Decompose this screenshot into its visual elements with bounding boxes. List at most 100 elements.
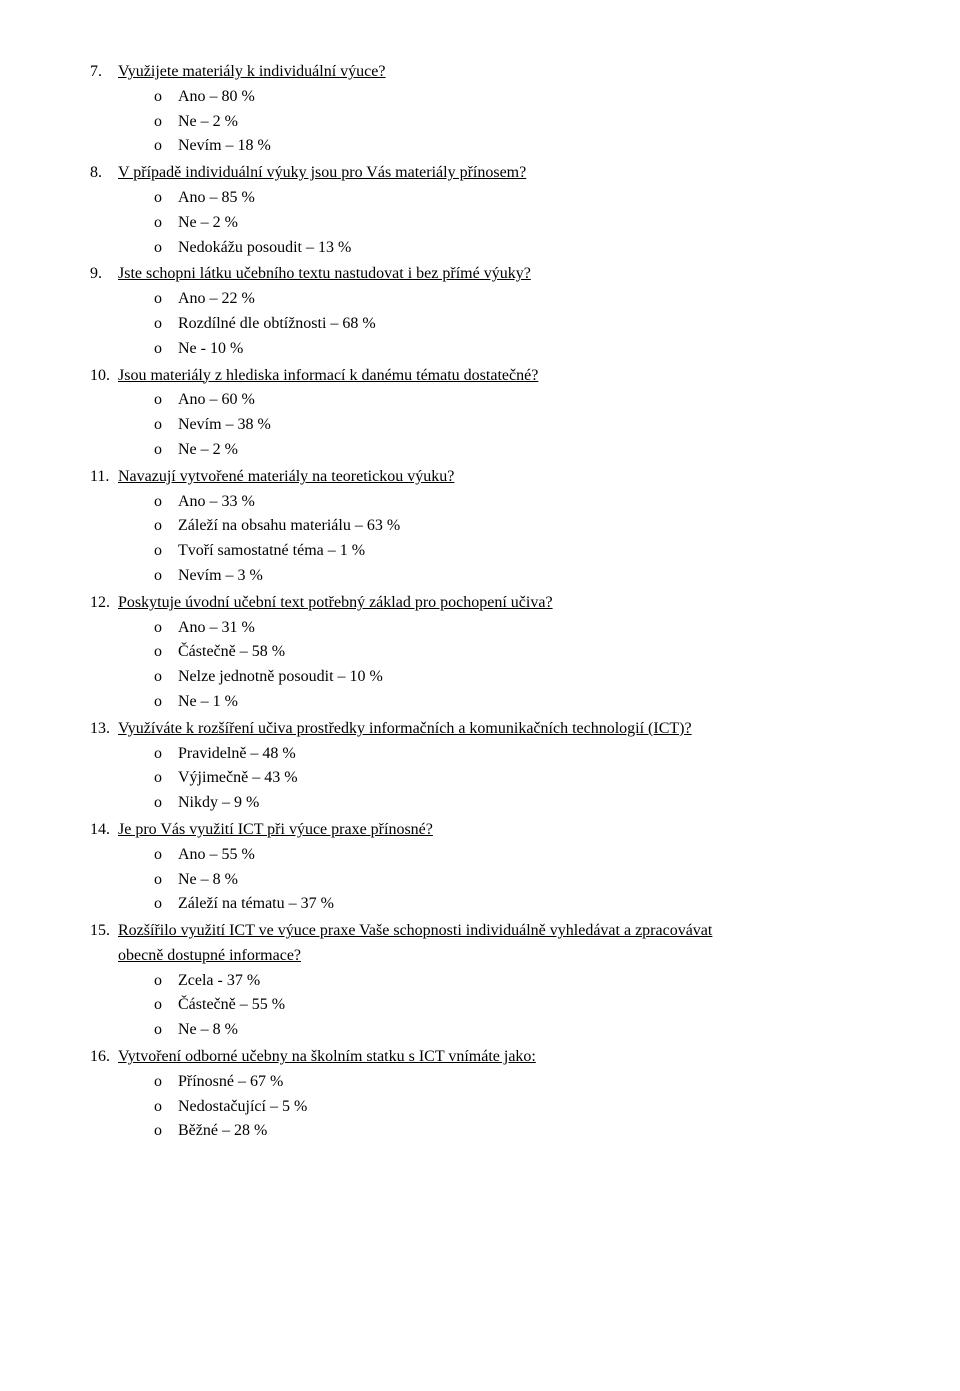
bullet-icon: o: [154, 993, 178, 1018]
option: oVýjimečně – 43 %: [154, 766, 870, 791]
bullet-icon: o: [154, 388, 178, 413]
question-number: 12.: [90, 591, 118, 616]
question: 16.Vytvoření odborné učebny na školním s…: [90, 1045, 870, 1144]
option-text: Rozdílné dle obtížnosti – 68 %: [178, 312, 376, 337]
question-line: 13.Využíváte k rozšíření učiva prostředk…: [90, 717, 870, 742]
option: oNevím – 18 %: [154, 134, 870, 159]
question: 9.Jste schopni látku učebního textu nast…: [90, 262, 870, 361]
option-text: Ne – 1 %: [178, 690, 238, 715]
question-number: 7.: [90, 60, 118, 85]
option-text: Ano – 80 %: [178, 85, 255, 110]
question: 11.Navazují vytvořené materiály na teore…: [90, 465, 870, 589]
option: oZáleží na obsahu materiálu – 63 %: [154, 514, 870, 539]
option-text: Ne – 8 %: [178, 1018, 238, 1043]
option: oNedostačující – 5 %: [154, 1095, 870, 1120]
question-number: 14.: [90, 818, 118, 843]
question-line: 7.Využijete materiály k individuální výu…: [90, 60, 870, 85]
bullet-icon: o: [154, 236, 178, 261]
option-text: Ne – 2 %: [178, 211, 238, 236]
option: oRozdílné dle obtížnosti – 68 %: [154, 312, 870, 337]
question-line: 16.Vytvoření odborné učebny na školním s…: [90, 1045, 870, 1070]
bullet-icon: o: [154, 211, 178, 236]
bullet-icon: o: [154, 85, 178, 110]
question-number: 9.: [90, 262, 118, 287]
question-number: 11.: [90, 465, 118, 490]
question-line: 8.V případě individuální výuky jsou pro …: [90, 161, 870, 186]
option: oNevím – 3 %: [154, 564, 870, 589]
bullet-icon: o: [154, 514, 178, 539]
question-line: 14.Je pro Vás využití ICT při výuce prax…: [90, 818, 870, 843]
option-text: Nedostačující – 5 %: [178, 1095, 307, 1120]
option-text: Ne – 8 %: [178, 868, 238, 893]
option: oNikdy – 9 %: [154, 791, 870, 816]
question-number: 10.: [90, 364, 118, 389]
question-line: 15.Rozšířilo využití ICT ve výuce praxe …: [90, 919, 870, 944]
question: 14.Je pro Vás využití ICT při výuce prax…: [90, 818, 870, 917]
option: oNe – 1 %: [154, 690, 870, 715]
bullet-icon: o: [154, 742, 178, 767]
question: 8.V případě individuální výuky jsou pro …: [90, 161, 870, 260]
option-text: Částečně – 55 %: [178, 993, 285, 1018]
option: oNe – 2 %: [154, 438, 870, 463]
bullet-icon: o: [154, 665, 178, 690]
option-text: Nevím – 3 %: [178, 564, 263, 589]
option: oPravidelně – 48 %: [154, 742, 870, 767]
option-text: Záleží na obsahu materiálu – 63 %: [178, 514, 400, 539]
option: oTvoří samostatné téma – 1 %: [154, 539, 870, 564]
question-line: 12.Poskytuje úvodní učební text potřebný…: [90, 591, 870, 616]
option: oNe – 8 %: [154, 868, 870, 893]
option: oČástečně – 58 %: [154, 640, 870, 665]
question: 13.Využíváte k rozšíření učiva prostředk…: [90, 717, 870, 816]
bullet-icon: o: [154, 969, 178, 994]
option: oNevím – 38 %: [154, 413, 870, 438]
bullet-icon: o: [154, 1119, 178, 1144]
option: oČástečně – 55 %: [154, 993, 870, 1018]
bullet-icon: o: [154, 766, 178, 791]
bullet-icon: o: [154, 413, 178, 438]
question-line: 9.Jste schopni látku učebního textu nast…: [90, 262, 870, 287]
question-text: Jste schopni látku učebního textu nastud…: [118, 262, 531, 287]
option: oAno – 80 %: [154, 85, 870, 110]
bullet-icon: o: [154, 564, 178, 589]
bullet-icon: o: [154, 438, 178, 463]
option-text: Nikdy – 9 %: [178, 791, 259, 816]
question-number: 8.: [90, 161, 118, 186]
question-number: 16.: [90, 1045, 118, 1070]
option-text: Záleží na tématu – 37 %: [178, 892, 334, 917]
question-number: 13.: [90, 717, 118, 742]
bullet-icon: o: [154, 1095, 178, 1120]
bullet-icon: o: [154, 337, 178, 362]
option-text: Nelze jednotně posoudit – 10 %: [178, 665, 383, 690]
option: oPřínosné – 67 %: [154, 1070, 870, 1095]
bullet-icon: o: [154, 490, 178, 515]
option: oZcela - 37 %: [154, 969, 870, 994]
option: oAno – 55 %: [154, 843, 870, 868]
bullet-icon: o: [154, 690, 178, 715]
option: oAno – 60 %: [154, 388, 870, 413]
option-text: Ne - 10 %: [178, 337, 243, 362]
option: oNe - 10 %: [154, 337, 870, 362]
option: oBěžné – 28 %: [154, 1119, 870, 1144]
question-text: Využijete materiály k individuální výuce…: [118, 60, 385, 85]
option: oNe – 8 %: [154, 1018, 870, 1043]
bullet-icon: o: [154, 539, 178, 564]
option-text: Výjimečně – 43 %: [178, 766, 298, 791]
bullet-icon: o: [154, 110, 178, 135]
option-text: Ano – 55 %: [178, 843, 255, 868]
option-text: Nedokážu posoudit – 13 %: [178, 236, 351, 261]
document-body: 7.Využijete materiály k individuální výu…: [90, 60, 870, 1144]
option-text: Ne – 2 %: [178, 438, 238, 463]
option-text: Tvoří samostatné téma – 1 %: [178, 539, 365, 564]
option: oNe – 2 %: [154, 110, 870, 135]
bullet-icon: o: [154, 616, 178, 641]
option-text: Běžné – 28 %: [178, 1119, 267, 1144]
option-text: Ne – 2 %: [178, 110, 238, 135]
bullet-icon: o: [154, 791, 178, 816]
question-text: Poskytuje úvodní učební text potřebný zá…: [118, 591, 553, 616]
bullet-icon: o: [154, 1070, 178, 1095]
option-text: Ano – 33 %: [178, 490, 255, 515]
bullet-icon: o: [154, 186, 178, 211]
question: 10.Jsou materiály z hlediska informací k…: [90, 364, 870, 463]
bullet-icon: o: [154, 868, 178, 893]
question-text: Navazují vytvořené materiály na teoretic…: [118, 465, 454, 490]
